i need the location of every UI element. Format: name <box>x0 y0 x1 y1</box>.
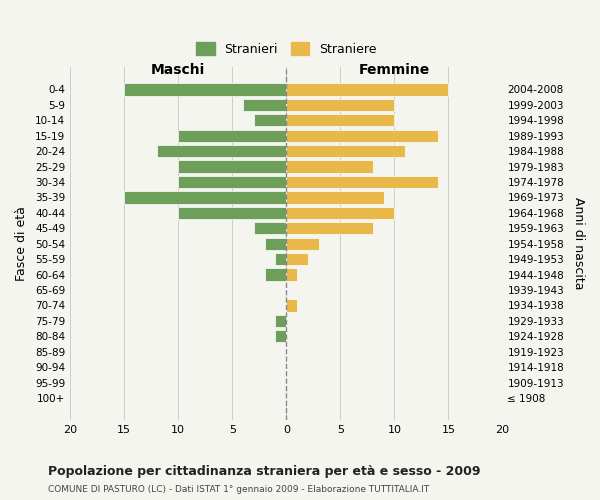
Legend: Stranieri, Straniere: Stranieri, Straniere <box>192 38 380 60</box>
Bar <box>178 130 286 142</box>
Bar <box>286 299 297 312</box>
Bar <box>286 206 394 219</box>
Bar <box>275 330 286 342</box>
Text: Femmine: Femmine <box>359 63 430 77</box>
Text: COMUNE DI PASTURO (LC) - Dati ISTAT 1° gennaio 2009 - Elaborazione TUTTITALIA.IT: COMUNE DI PASTURO (LC) - Dati ISTAT 1° g… <box>48 485 429 494</box>
Bar <box>286 98 394 111</box>
Bar <box>157 145 286 158</box>
Bar <box>286 145 405 158</box>
Bar <box>286 84 448 96</box>
Bar <box>178 206 286 219</box>
Text: Popolazione per cittadinanza straniera per età e sesso - 2009: Popolazione per cittadinanza straniera p… <box>48 465 481 478</box>
Text: Maschi: Maschi <box>151 63 205 77</box>
Bar <box>265 238 286 250</box>
Bar <box>286 253 308 266</box>
Bar <box>286 114 394 126</box>
Bar <box>243 98 286 111</box>
Bar <box>265 268 286 280</box>
Bar <box>275 253 286 266</box>
Bar <box>286 130 437 142</box>
Bar <box>124 84 286 96</box>
Bar <box>254 222 286 234</box>
Bar <box>286 268 297 280</box>
Bar <box>178 160 286 172</box>
Bar <box>124 192 286 203</box>
Bar <box>286 238 319 250</box>
Bar <box>286 222 373 234</box>
Bar <box>178 176 286 188</box>
Bar <box>275 314 286 327</box>
Y-axis label: Anni di nascita: Anni di nascita <box>572 198 585 290</box>
Bar <box>286 176 437 188</box>
Bar <box>286 160 373 172</box>
Y-axis label: Fasce di età: Fasce di età <box>15 206 28 281</box>
Bar <box>254 114 286 126</box>
Bar <box>286 192 383 203</box>
